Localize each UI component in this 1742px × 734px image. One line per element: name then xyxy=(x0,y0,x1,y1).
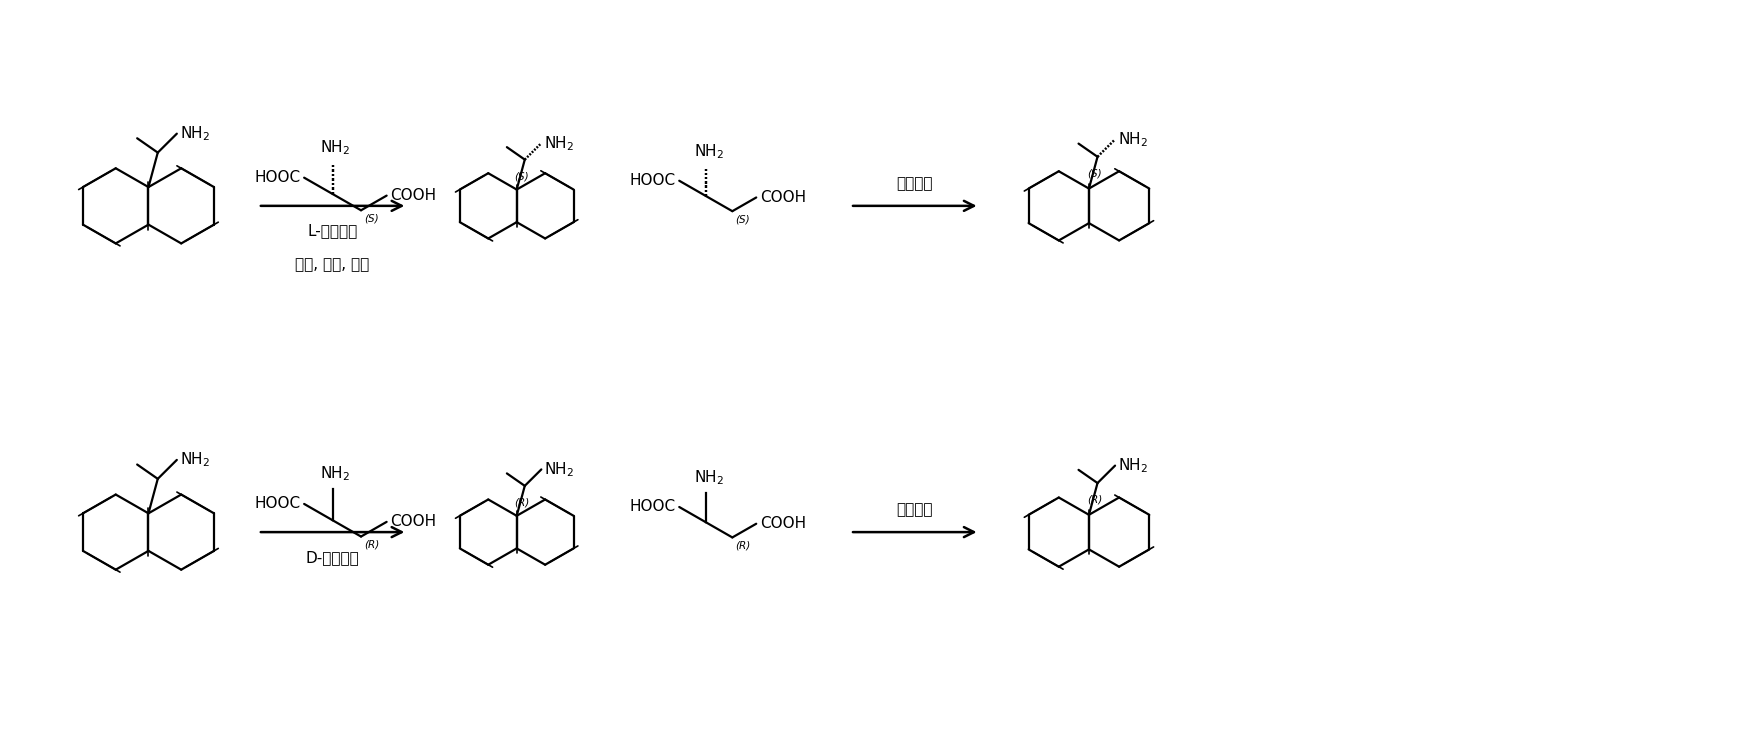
Text: (R): (R) xyxy=(514,498,530,508)
Text: HOOC: HOOC xyxy=(254,170,300,185)
Text: NH$_2$: NH$_2$ xyxy=(544,134,575,153)
Text: HOOC: HOOC xyxy=(629,173,676,188)
Text: HOOC: HOOC xyxy=(629,500,676,515)
Text: NH$_2$: NH$_2$ xyxy=(1118,130,1148,149)
Text: 碱化萍取: 碱化萍取 xyxy=(897,176,934,191)
Text: (S): (S) xyxy=(735,214,751,224)
Text: COOH: COOH xyxy=(390,188,437,203)
Text: NH$_2$: NH$_2$ xyxy=(1118,457,1148,475)
Text: 溶剂, 回流, 冷却: 溶剂, 回流, 冷却 xyxy=(296,257,369,272)
Text: NH$_2$: NH$_2$ xyxy=(321,465,350,483)
Text: NH$_2$: NH$_2$ xyxy=(544,460,575,479)
Text: (S): (S) xyxy=(1087,169,1103,178)
Text: (S): (S) xyxy=(364,214,378,223)
Text: NH$_2$: NH$_2$ xyxy=(321,139,350,157)
Text: (R): (R) xyxy=(1087,495,1103,505)
Text: COOH: COOH xyxy=(760,516,807,531)
Text: NH$_2$: NH$_2$ xyxy=(179,124,211,143)
Text: L-天冬氨酸: L-天冬氨酸 xyxy=(308,224,357,239)
Text: D-天冬氨酸: D-天冬氨酸 xyxy=(305,550,359,565)
Text: NH$_2$: NH$_2$ xyxy=(693,468,725,487)
Text: (R): (R) xyxy=(735,540,751,550)
Text: NH$_2$: NH$_2$ xyxy=(693,142,725,161)
Text: 碱化萍取: 碱化萍取 xyxy=(897,502,934,517)
Text: (R): (R) xyxy=(364,539,380,550)
Text: (S): (S) xyxy=(514,172,530,181)
Text: COOH: COOH xyxy=(390,515,437,529)
Text: COOH: COOH xyxy=(760,190,807,205)
Text: HOOC: HOOC xyxy=(254,496,300,512)
Text: NH$_2$: NH$_2$ xyxy=(179,451,211,469)
